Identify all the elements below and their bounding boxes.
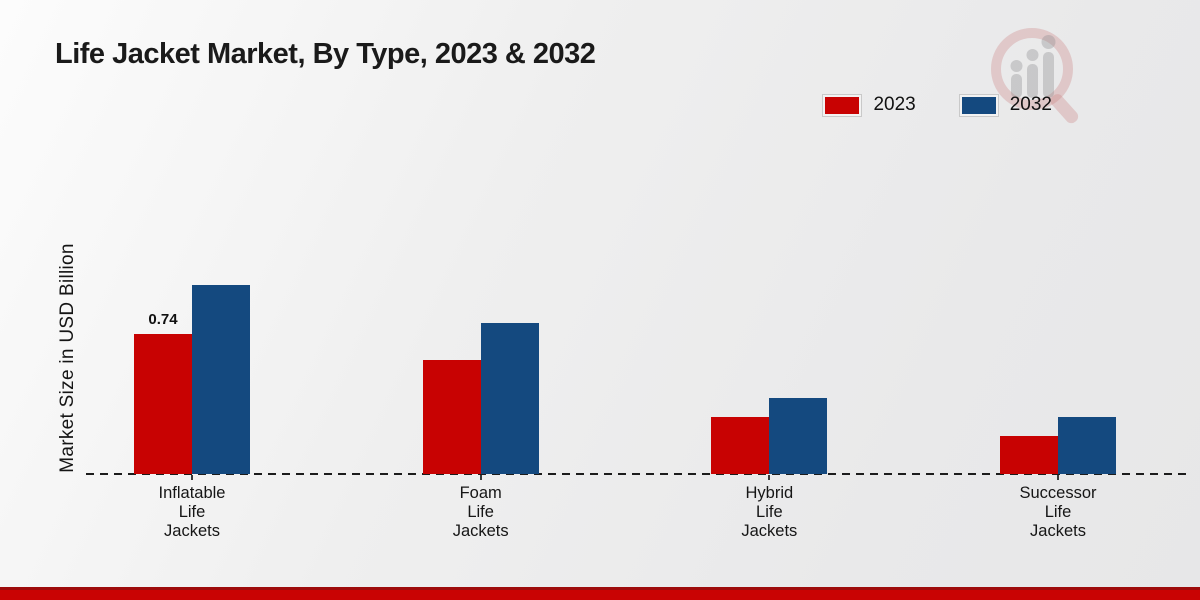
category-label-hybrid-life-jackets: Hybrid Life Jackets [741,484,798,540]
bar-2023-foam-life-jackets [422,360,481,474]
bar-2032-foam-life-jackets [480,322,539,474]
category-label-inflatable-life-jackets: Inflatable Life Jackets [158,484,226,540]
legend-swatch-2032 [958,93,999,117]
category-label-successor-life-jackets: Successor Life Jackets [1019,484,1097,540]
x-axis-tick [1057,475,1059,480]
legend-swatch-2023 [822,93,863,117]
bar-2032-hybrid-life-jackets [769,398,828,474]
category-label-foam-life-jackets: Foam Life Jackets [452,484,509,540]
bar-value-label-2023-inflatable-life-jackets: 0.74 [148,311,178,328]
bar-2023-hybrid-life-jackets [711,417,770,474]
legend-label-2032: 2032 [1009,94,1052,115]
chart-title: Life Jacket Market, By Type, 2023 & 2032 [55,38,596,70]
legend-label-2023: 2023 [873,94,916,115]
footer-accent-bar [0,587,1200,600]
legend-item-2032: 2032 [958,93,1052,117]
legend-item-2023: 2023 [822,93,916,117]
bar-2032-inflatable-life-jackets [192,284,250,474]
x-axis-tick [768,475,771,480]
x-axis-tick [191,475,193,480]
bar-2032-successor-life-jackets [1058,417,1116,474]
bar-2023-successor-life-jackets [1000,436,1058,474]
bar-2023-inflatable-life-jackets [134,334,192,474]
x-axis-tick [479,475,482,480]
legend: 2023 2032 [822,93,1052,117]
x-axis-baseline [86,473,1190,475]
